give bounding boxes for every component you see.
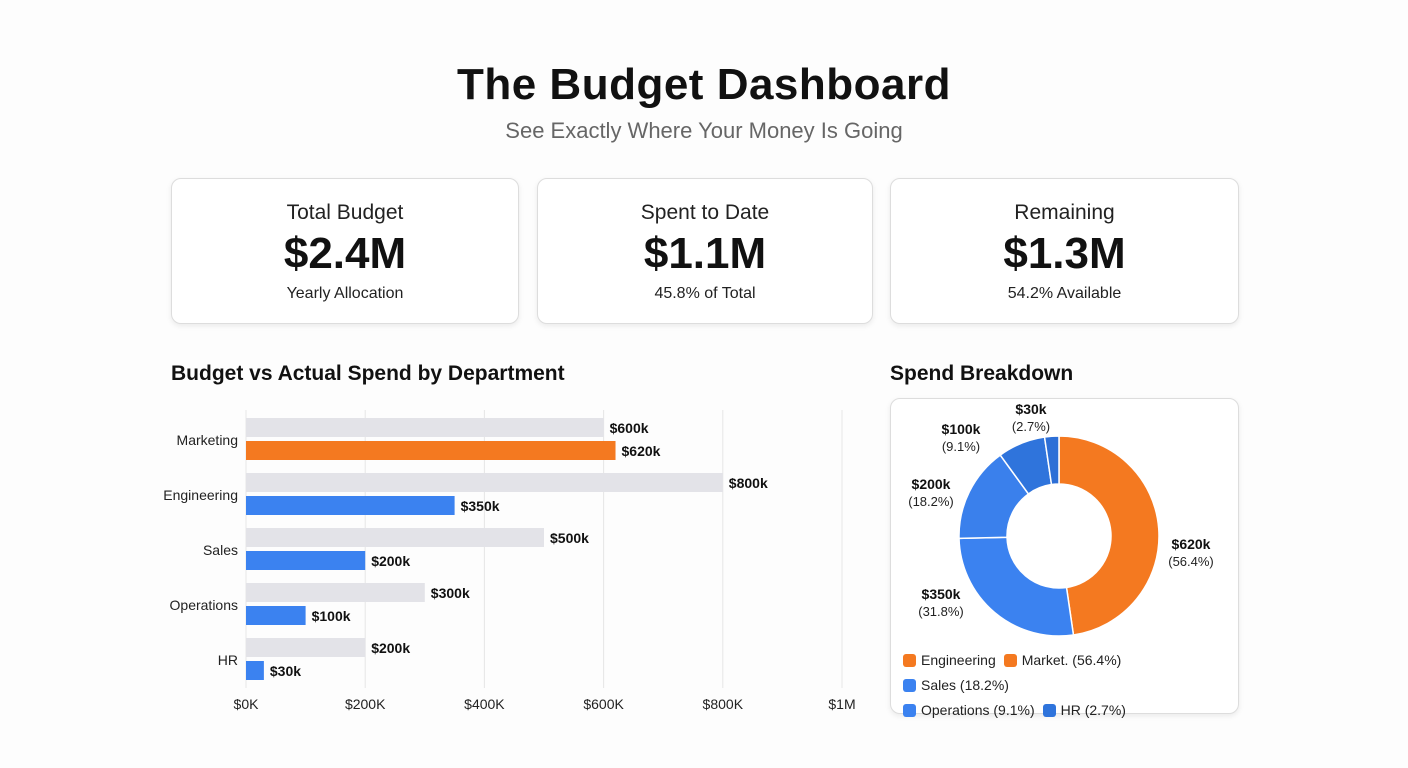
budget-value-label: $800k	[729, 475, 768, 491]
legend-label: Sales (18.2%)	[921, 677, 1009, 693]
donut-panel: $620k (56.4%) $350k (31.8%) $200k (18.2%) $100…	[890, 398, 1239, 718]
page-title: The Budget Dashboard	[456, 60, 952, 109]
card-value: $2.4M	[283, 229, 407, 278]
card-value: $1.3M	[1003, 229, 1126, 278]
budget-bar	[246, 583, 425, 602]
donut-chart: $620k (56.4%) $350k (31.8%) $200k (18.2%) $100…	[908, 401, 1214, 637]
card-label: Remaining	[1014, 201, 1115, 224]
category-label: Marketing	[177, 432, 238, 448]
actual-bar	[246, 551, 366, 570]
card-label: Total Budget	[286, 201, 404, 224]
card-sub: 54.2% Available	[1007, 285, 1122, 302]
actual-value-label: $350k	[461, 498, 500, 514]
legend-label: Engineering	[921, 652, 996, 668]
x-tick-label: $400K	[464, 696, 505, 712]
legend-swatch	[903, 679, 916, 692]
legend-item: HR (2.7%)	[1042, 699, 1126, 722]
donut-legend: Engineering Market. (56.4%) Sales (18.2%) O…	[903, 649, 1238, 724]
budget-value-label: $600k	[610, 420, 649, 436]
legend-label: Operations (9.1%)	[921, 702, 1035, 718]
slice-value-label: $350k	[922, 586, 961, 602]
donut-chart-title: Spend Breakdown	[890, 362, 1074, 385]
slice-value-label: $620k	[1172, 536, 1211, 552]
budget-value-label: $500k	[550, 530, 589, 546]
x-tick-label: $600K	[583, 696, 624, 712]
actual-bar	[246, 496, 455, 515]
category-label: HR	[218, 652, 238, 668]
budget-bar	[246, 418, 604, 437]
card-label: Spent to Date	[640, 201, 770, 224]
donut-slice	[958, 536, 1075, 637]
slice-value-label: $30k	[1015, 401, 1046, 417]
slice-pct-label: (9.1%)	[942, 439, 980, 454]
x-tick-label: $0K	[234, 696, 260, 712]
card-sub: Yearly Allocation	[286, 285, 404, 302]
legend-item: Market. (56.4%)	[1003, 649, 1122, 672]
budget-value-label: $200k	[371, 640, 410, 656]
slice-pct-label: (56.4%)	[1168, 554, 1214, 569]
x-tick-label: $1M	[828, 696, 855, 712]
legend-item: Operations (9.1%)	[903, 699, 1035, 722]
budget-bar	[246, 638, 366, 657]
legend-label: HR (2.7%)	[1060, 702, 1126, 718]
budget-bar	[246, 528, 544, 547]
actual-bar	[246, 606, 306, 625]
actual-value-label: $30k	[270, 663, 301, 679]
actual-bar	[246, 441, 616, 460]
budget-value-label: $300k	[431, 585, 470, 601]
slice-pct-label: (18.2%)	[908, 494, 954, 509]
card-value: $1.1M	[643, 229, 767, 278]
actual-value-label: $200k	[371, 553, 410, 569]
actual-value-label: $620k	[622, 443, 661, 459]
donut-slice	[1058, 435, 1160, 636]
bar-chart-title: Budget vs Actual Spend by Department	[171, 362, 565, 385]
category-label: Operations	[170, 597, 238, 613]
actual-value-label: $100k	[312, 608, 351, 624]
x-tick-label: $200K	[345, 696, 386, 712]
legend-item: Engineering	[903, 649, 996, 672]
legend-swatch	[1042, 704, 1056, 717]
bar-chart: $0K $200K $400K $600K $800K $1M Marketing $600k…	[163, 410, 856, 712]
page-subtitle: See Exactly Where Your Money Is Going	[505, 118, 903, 143]
total-budget-card: Total Budget $2.4M Yearly Allocation	[171, 178, 519, 324]
budget-bar	[246, 473, 723, 492]
category-label: Sales	[203, 542, 238, 558]
card-sub: 45.8% of Total	[654, 285, 756, 302]
legend-swatch	[903, 704, 916, 717]
remaining-card: Remaining $1.3M 54.2% Available	[890, 178, 1239, 324]
legend-swatch	[903, 654, 916, 667]
legend-item: Sales (18.2%)	[903, 674, 1009, 697]
category-label: Engineering	[163, 487, 238, 503]
x-tick-label: $800K	[703, 696, 744, 712]
slice-value-label: $100k	[942, 421, 981, 437]
spent-card: Spent to Date $1.1M 45.8% of Total	[537, 178, 873, 324]
legend-swatch	[1003, 654, 1017, 667]
slice-value-label: $200k	[912, 476, 951, 492]
slice-pct-label: (31.8%)	[918, 604, 964, 619]
actual-bar	[246, 661, 264, 680]
donut-slice	[1043, 435, 1060, 486]
legend-label: Market. (56.4%)	[1021, 652, 1122, 668]
slice-pct-label: (2.7%)	[1012, 419, 1050, 434]
